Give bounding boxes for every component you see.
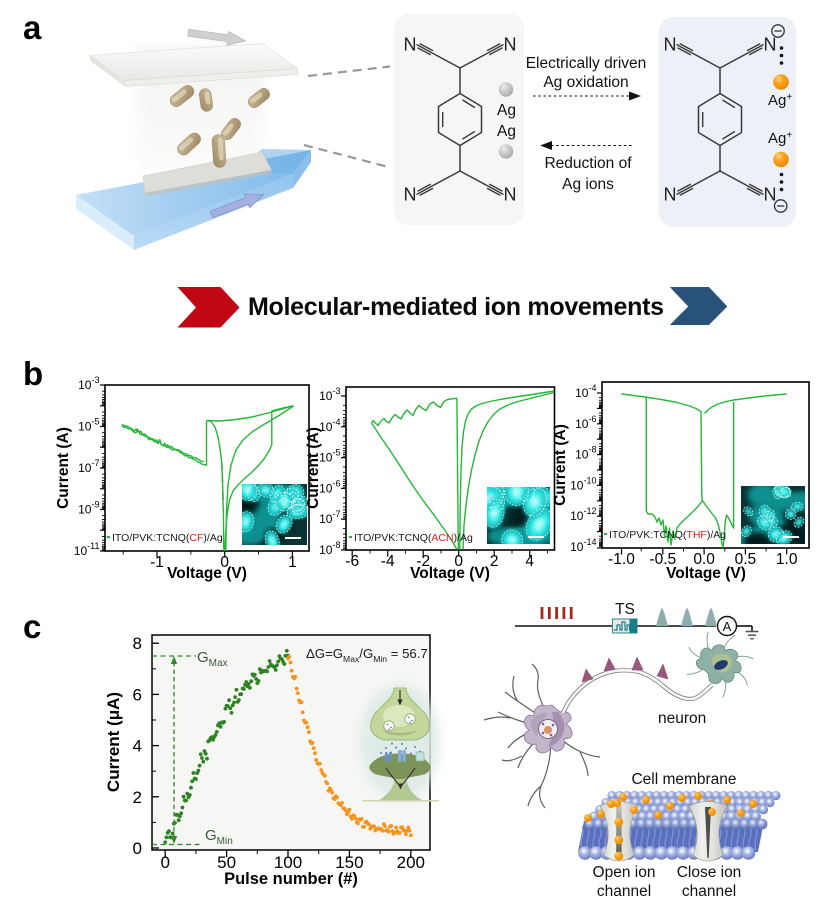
svg-text:N: N xyxy=(664,185,677,205)
svg-text:6: 6 xyxy=(133,685,142,704)
svg-text:10-8: 10-8 xyxy=(575,445,596,462)
svg-text:0.5: 0.5 xyxy=(735,551,757,568)
svg-text:N: N xyxy=(664,35,677,55)
svg-text:-1.0: -1.0 xyxy=(608,551,635,568)
svg-text:10-6: 10-6 xyxy=(575,414,596,431)
svg-text:10-3: 10-3 xyxy=(78,375,99,392)
svg-text:-6: -6 xyxy=(345,553,359,570)
svg-text:Voltage (V): Voltage (V) xyxy=(666,565,746,582)
svg-text:Ag+: Ag+ xyxy=(768,92,792,109)
svg-text:-1: -1 xyxy=(150,554,164,571)
svg-text:150: 150 xyxy=(335,853,363,872)
svg-text:1.0: 1.0 xyxy=(776,551,798,568)
svg-text:50: 50 xyxy=(217,853,236,872)
svg-text:Cell membrane: Cell membrane xyxy=(631,771,736,788)
svg-text:Ag oxidation: Ag oxidation xyxy=(543,74,628,91)
svg-text:-4: -4 xyxy=(381,553,395,570)
svg-text:Ag ions: Ag ions xyxy=(562,176,614,193)
svg-text:Voltage (V): Voltage (V) xyxy=(167,565,247,582)
svg-text:Current (A): Current (A) xyxy=(305,427,322,509)
svg-text:Ag+: Ag+ xyxy=(768,130,792,147)
svg-text:10-7: 10-7 xyxy=(78,458,99,475)
svg-text:100: 100 xyxy=(274,853,302,872)
svg-text:Ag: Ag xyxy=(497,102,516,119)
svg-text:Molecular-mediated ion movemen: Molecular-mediated ion movements xyxy=(248,293,664,321)
svg-text:-0.5: -0.5 xyxy=(649,551,676,568)
svg-text:10-11: 10-11 xyxy=(74,541,100,558)
svg-text:c: c xyxy=(23,608,41,645)
svg-text:N: N xyxy=(504,35,517,55)
svg-text:0: 0 xyxy=(160,853,169,872)
svg-text:8: 8 xyxy=(133,634,142,653)
svg-text:10-6: 10-6 xyxy=(319,478,340,495)
svg-text:4: 4 xyxy=(525,553,534,570)
svg-text:Ag: Ag xyxy=(497,123,516,140)
svg-text:a: a xyxy=(23,9,42,46)
svg-text:N: N xyxy=(404,185,417,205)
svg-text:10-8: 10-8 xyxy=(319,540,340,557)
svg-text:0.0: 0.0 xyxy=(693,551,715,568)
svg-text:Current (A): Current (A) xyxy=(55,427,72,509)
svg-text:10-5: 10-5 xyxy=(319,448,340,465)
svg-text:N: N xyxy=(404,35,417,55)
svg-text:N: N xyxy=(764,35,777,55)
svg-text:Pulse number (#): Pulse number (#) xyxy=(224,870,358,888)
svg-text:0: 0 xyxy=(133,839,142,858)
svg-text:TS: TS xyxy=(615,601,635,618)
svg-text:2: 2 xyxy=(490,553,499,570)
svg-text:Voltage (V): Voltage (V) xyxy=(410,565,490,582)
svg-text:10-9: 10-9 xyxy=(78,500,99,517)
svg-text:10-5: 10-5 xyxy=(78,417,99,434)
svg-text:0: 0 xyxy=(220,554,229,571)
svg-text:2: 2 xyxy=(133,788,142,807)
svg-text:10-10: 10-10 xyxy=(570,475,596,492)
svg-text:-2: -2 xyxy=(416,553,430,570)
svg-text:10-4: 10-4 xyxy=(319,417,340,434)
svg-text:N: N xyxy=(764,185,777,205)
svg-text:Current (μA): Current (μA) xyxy=(104,692,123,792)
svg-text:1: 1 xyxy=(288,554,297,571)
svg-text:ITO/PVK:TCNQ(THF)/Ag: ITO/PVK:TCNQ(THF)/Ag xyxy=(609,529,726,541)
svg-text:0: 0 xyxy=(454,553,463,570)
svg-text:10-12: 10-12 xyxy=(570,506,596,523)
svg-text:channel: channel xyxy=(597,883,651,900)
svg-text:10-14: 10-14 xyxy=(570,537,596,554)
svg-text:10-3: 10-3 xyxy=(319,386,340,403)
svg-text:Open ion: Open ion xyxy=(593,864,656,881)
svg-text:200: 200 xyxy=(397,853,425,872)
svg-text:Electrically driven: Electrically driven xyxy=(526,55,647,72)
svg-text:ITO/PVK:TCNQ(CF)/Ag: ITO/PVK:TCNQ(CF)/Ag xyxy=(112,532,223,544)
svg-text:Reduction of: Reduction of xyxy=(544,155,632,172)
svg-text:10-4: 10-4 xyxy=(575,383,596,400)
svg-text:channel: channel xyxy=(682,883,736,900)
svg-text:neuron: neuron xyxy=(658,710,706,727)
svg-text:Close ion: Close ion xyxy=(677,864,742,881)
svg-text:10-7: 10-7 xyxy=(319,509,340,526)
svg-text:b: b xyxy=(23,355,43,392)
svg-text:N: N xyxy=(504,185,517,205)
svg-text:Current (A): Current (A) xyxy=(552,424,569,506)
svg-text:4: 4 xyxy=(133,737,142,756)
svg-text:ITO/PVK:TCNQ(ACN)/Ag: ITO/PVK:TCNQ(ACN)/Ag xyxy=(354,532,473,544)
svg-text:ΔG=GMax/GMin = 56.7: ΔG=GMax/GMin = 56.7 xyxy=(306,646,428,664)
svg-text:A: A xyxy=(723,619,732,634)
